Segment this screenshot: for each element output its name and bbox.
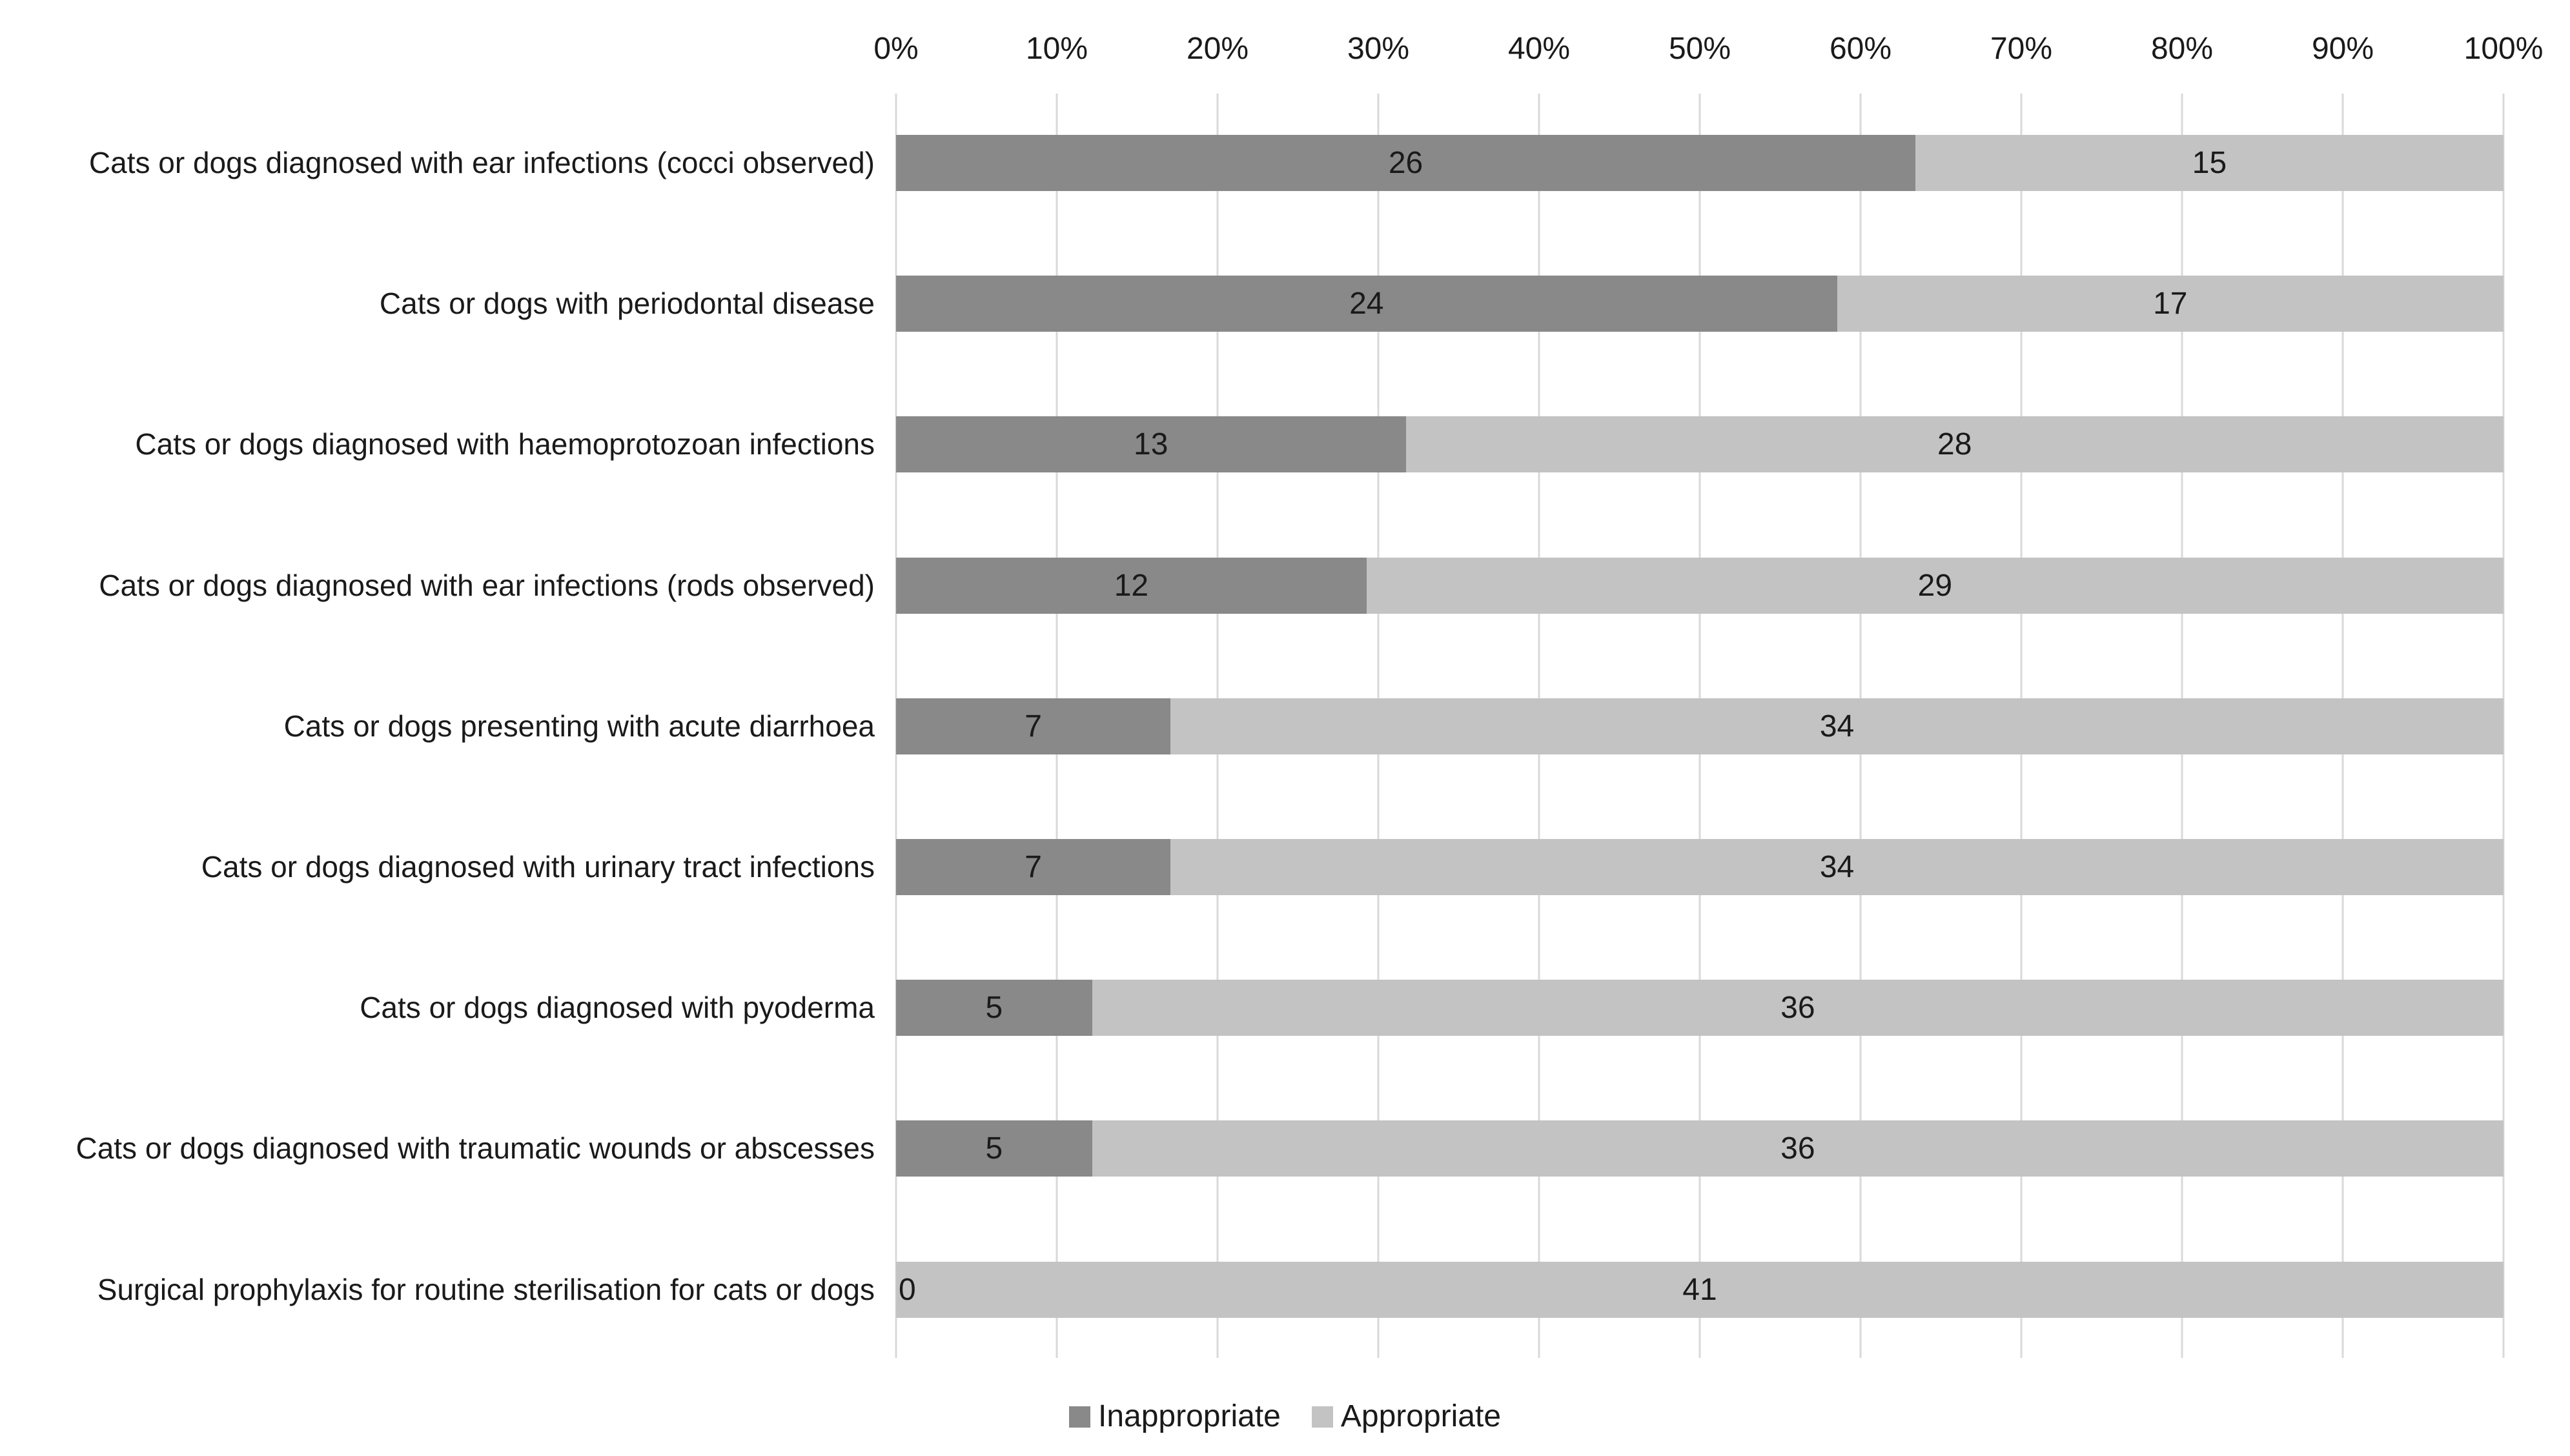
- bar-segment-appropriate: 41: [896, 1262, 2504, 1318]
- category-label: Cats or dogs diagnosed with haemoprotozo…: [135, 427, 875, 461]
- bar-segment-appropriate: 34: [1170, 839, 2504, 895]
- data-label: 26: [1388, 145, 1423, 180]
- category-label: Cats or dogs with periodontal disease: [379, 287, 875, 321]
- x-tick-label: 50%: [1668, 32, 1731, 66]
- legend-swatch-icon: [1068, 1406, 1090, 1428]
- bar-segment-inappropriate: 24: [896, 276, 1837, 332]
- data-label: 41: [1682, 1272, 1717, 1307]
- category-label: Cats or dogs diagnosed with ear infectio…: [88, 146, 875, 180]
- x-axis: 0% 10% 20% 30% 40% 50% 60% 70% 80% 90% 100%: [0, 0, 2570, 94]
- bar-segment-appropriate: 28: [1405, 416, 2504, 472]
- legend-label: Inappropriate: [1097, 1399, 1281, 1433]
- data-label: 24: [1349, 286, 1384, 321]
- bar-row: 26 15: [896, 135, 2504, 191]
- data-label: 12: [1114, 568, 1149, 603]
- bar-segment-inappropriate: 12: [896, 558, 1367, 614]
- category-label: Cats or dogs presenting with acute diarr…: [283, 709, 875, 743]
- category-label: Surgical prophylaxis for routine sterili…: [97, 1273, 875, 1307]
- x-tick-label: 10%: [1025, 32, 1088, 66]
- x-tick-label: 0%: [873, 32, 919, 66]
- category-axis: Cats or dogs diagnosed with ear infectio…: [0, 0, 875, 1456]
- bar-row: 13 28: [896, 416, 2504, 472]
- bar-segment-appropriate: 36: [1092, 1120, 2504, 1177]
- data-label: 5: [985, 1131, 1003, 1166]
- data-label: 7: [1025, 849, 1042, 884]
- data-label: 36: [1780, 990, 1815, 1025]
- x-tick-label: 100%: [2463, 32, 2544, 66]
- bar-segment-appropriate: 29: [1366, 558, 2504, 614]
- bar-segment-inappropriate: 7: [896, 839, 1171, 895]
- category-label: Cats or dogs diagnosed with traumatic wo…: [76, 1131, 875, 1166]
- bar-row: 5 36: [896, 1120, 2504, 1177]
- x-tick-label: 80%: [2150, 32, 2214, 66]
- legend: Inappropriate Appropriate: [0, 1394, 2570, 1439]
- x-tick-label: 30%: [1347, 32, 1410, 66]
- data-label: 17: [2153, 286, 2188, 321]
- bar-segment-inappropriate: 26: [896, 135, 1916, 191]
- category-label: Cats or dogs diagnosed with urinary trac…: [201, 850, 875, 884]
- bar-segment-appropriate: 17: [1837, 276, 2504, 332]
- bar-segment-inappropriate: 5: [896, 1120, 1092, 1177]
- data-label: 34: [1819, 849, 1855, 884]
- bar-row: 12 29: [896, 558, 2504, 614]
- bar-row: 5 36: [896, 980, 2504, 1036]
- data-label: 36: [1780, 1131, 1815, 1166]
- data-label: 13: [1134, 427, 1168, 461]
- bar-row: 7 34: [896, 698, 2504, 754]
- legend-swatch-icon: [1311, 1406, 1333, 1428]
- x-tick-label: 40%: [1507, 32, 1571, 66]
- plot-area: 26 15 24 17 13 28 12 29 7 34 7 34 5 36 5 36 0 41: [895, 94, 2505, 1358]
- bar-row: 24 17: [896, 276, 2504, 332]
- x-tick-label: 70%: [1990, 32, 2053, 66]
- bar-row: 7 34: [896, 839, 2504, 895]
- bar-segment-inappropriate: 13: [896, 416, 1406, 472]
- legend-item-appropriate: Appropriate: [1311, 1399, 1502, 1433]
- data-label: 29: [1917, 568, 1953, 603]
- data-label: 5: [985, 990, 1003, 1025]
- bar-segment-appropriate: 15: [1915, 135, 2504, 191]
- data-label: 7: [1025, 709, 1042, 743]
- data-label-zero: 0: [899, 1272, 916, 1307]
- legend-item-inappropriate: Inappropriate: [1068, 1399, 1281, 1433]
- x-tick-label: 60%: [1829, 32, 1892, 66]
- category-label: Cats or dogs diagnosed with pyoderma: [360, 991, 875, 1025]
- legend-label: Appropriate: [1340, 1399, 1502, 1433]
- bar-segment-appropriate: 34: [1170, 698, 2504, 754]
- bar-segment-inappropriate: 5: [896, 980, 1092, 1036]
- bar-segment-inappropriate: 7: [896, 698, 1171, 754]
- category-label: Cats or dogs diagnosed with ear infectio…: [99, 569, 875, 603]
- data-label: 34: [1819, 709, 1855, 743]
- x-tick-label: 90%: [2311, 32, 2374, 66]
- bar-segment-appropriate: 36: [1092, 980, 2504, 1036]
- bar-row: 0 41: [896, 1262, 2504, 1318]
- data-label: 28: [1937, 427, 1972, 461]
- data-label: 15: [2192, 145, 2227, 180]
- gridline: [2502, 94, 2505, 1358]
- x-tick-label: 20%: [1186, 32, 1249, 66]
